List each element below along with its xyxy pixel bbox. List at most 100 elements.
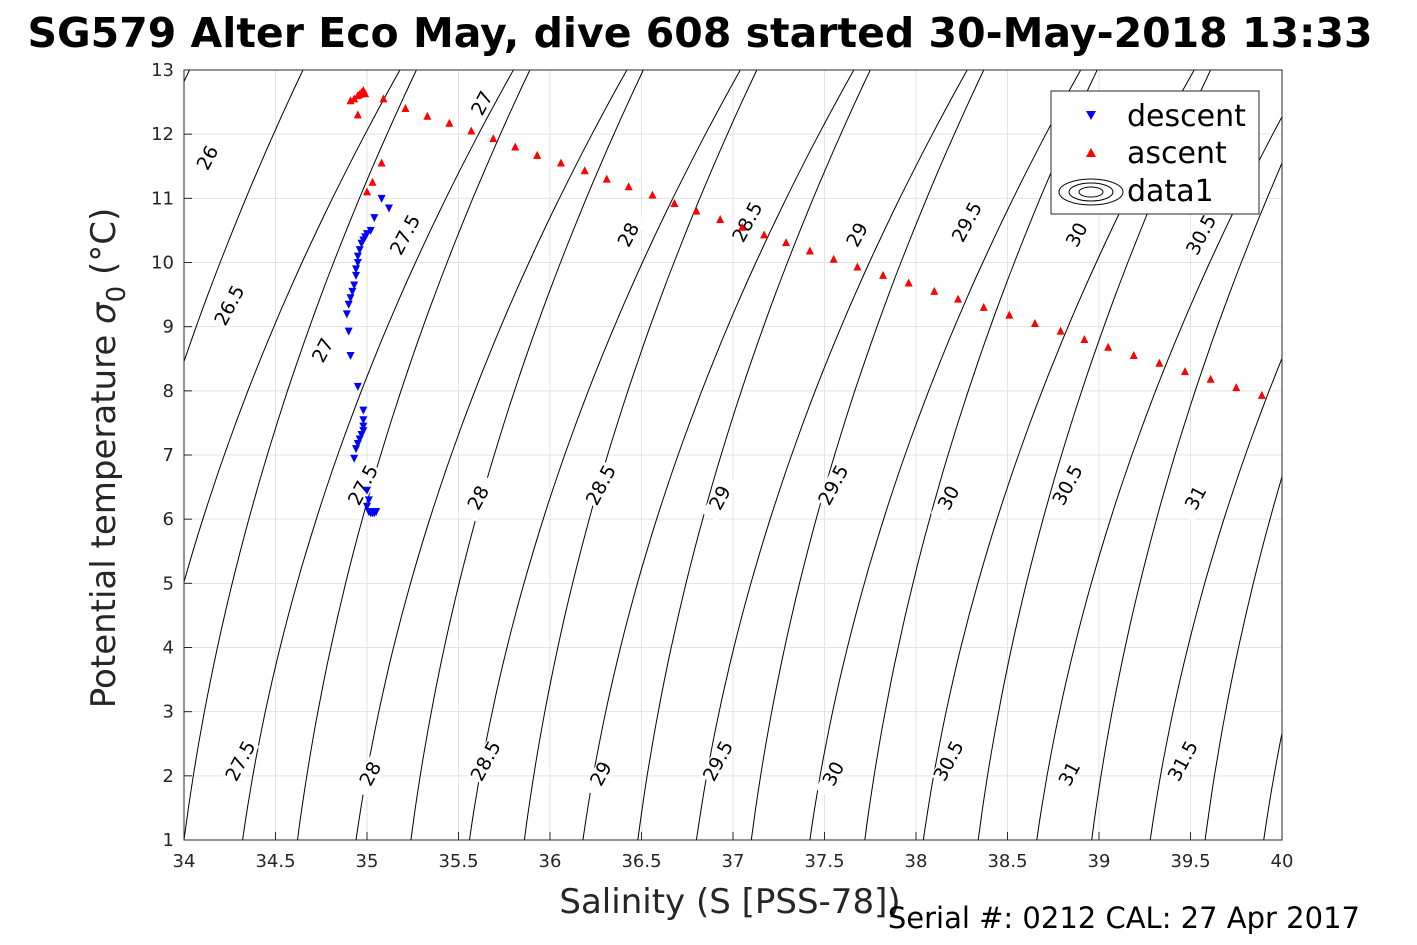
- y-tick-label: 5: [163, 573, 174, 594]
- descent-marker: [355, 435, 364, 444]
- descent-marker: [364, 496, 373, 505]
- y-tick-label: 9: [163, 317, 174, 338]
- legend-box: [1050, 90, 1260, 215]
- data-series: [342, 86, 1266, 518]
- isopycnal-line: [297, 70, 531, 840]
- contour-label-bg: [702, 474, 739, 522]
- density-contours: [184, 70, 1417, 840]
- descent-marker: [342, 310, 351, 319]
- contour-label-bg: [387, 211, 424, 259]
- ascent-marker: [624, 182, 633, 191]
- descent-marker: [370, 214, 379, 223]
- ascent-marker: [979, 302, 988, 311]
- isopycnal-line: [1319, 70, 1417, 840]
- descent-marker: [359, 416, 368, 425]
- contour-label-bg: [1165, 737, 1202, 785]
- ascent-marker: [377, 158, 386, 167]
- x-tick-label: 40: [1271, 851, 1294, 872]
- contour-label-bg: [815, 750, 853, 798]
- legend-label-data1: data1: [1127, 174, 1214, 209]
- x-tick-label: 36: [539, 851, 562, 872]
- x-tick-label: 35.5: [438, 851, 478, 872]
- isopycnal-line: [184, 70, 417, 840]
- isopycnal-line: [637, 70, 871, 840]
- x-tick-label: 39: [1088, 851, 1111, 872]
- descent-marker: [357, 430, 366, 439]
- x-tick-label: 35: [356, 851, 379, 872]
- isopycnal-line: [1204, 474, 1282, 840]
- descent-marker: [357, 239, 366, 248]
- ascent-marker: [1206, 374, 1215, 383]
- descent-marker: [352, 271, 361, 280]
- contour-label-bg: [1183, 211, 1220, 259]
- isopycnal-line: [355, 70, 628, 840]
- descent-marker: [344, 300, 353, 309]
- x-tick-label: 37: [722, 851, 745, 872]
- y-tick-label: 1: [163, 830, 174, 851]
- contour-label-bg: [467, 737, 505, 785]
- ascent-marker: [368, 177, 377, 186]
- contour-label-bg: [460, 474, 498, 522]
- contour-label-bg: [949, 198, 986, 246]
- descent-marker: [353, 259, 362, 267]
- descent-marker: [377, 194, 386, 203]
- y-tick-label: 10: [151, 253, 174, 274]
- ascent-marker: [760, 230, 769, 239]
- isopycnal-line: [1263, 730, 1282, 840]
- descent-marker: [353, 252, 362, 261]
- ascent-marker: [1181, 367, 1190, 376]
- isopycnal-line: [582, 70, 855, 840]
- legend-ascent-marker: [1086, 148, 1096, 157]
- descent-marker: [352, 445, 361, 454]
- descent-marker: [352, 265, 361, 274]
- ascent-marker: [489, 134, 498, 143]
- contour-label-bg: [222, 737, 260, 785]
- isopycnal-line: [523, 70, 758, 840]
- ascent-marker: [556, 158, 565, 167]
- x-axis-ticks: 34 34.5 35 35.5 36 36.5 37 37.5 38 38.5 39 39.5 40: [173, 832, 1294, 872]
- ascent-marker: [930, 286, 939, 295]
- contour-label-bg: [304, 326, 342, 375]
- ascent-marker: [423, 111, 432, 120]
- isopycnal-line: [184, 70, 401, 584]
- contour-label: 28.5: [728, 198, 767, 246]
- y-tick-label: 8: [163, 381, 174, 402]
- y-tick-label: 6: [163, 509, 174, 530]
- contour-label-bg: [700, 737, 737, 785]
- contour-label: 29: [702, 474, 739, 522]
- contour-label-bg: [583, 461, 620, 509]
- descent-marker: [384, 204, 393, 213]
- contour-label-bg: [1049, 461, 1087, 509]
- ascent-marker: [363, 187, 371, 196]
- contour-label-bg: [839, 211, 876, 259]
- isopycnal-line: [242, 70, 514, 840]
- contour-label-bg: [352, 750, 390, 798]
- legend-descent-marker: [1086, 111, 1096, 120]
- ascent-marker: [954, 294, 963, 303]
- contour-label-bg: [930, 737, 968, 785]
- y-tick-label: 12: [151, 124, 174, 145]
- ascent-marker: [1080, 335, 1089, 343]
- ascent-marker: [829, 254, 838, 263]
- isopycnal-line: [1149, 356, 1282, 840]
- descent-marker: [350, 281, 359, 290]
- contour-label-bg: [464, 79, 501, 128]
- contour-label-bg: [583, 750, 620, 798]
- ascent-marker: [648, 190, 657, 199]
- x-tick-label: 36.5: [621, 851, 661, 872]
- isopycnal-line: [469, 70, 741, 840]
- descent-marker: [355, 246, 364, 255]
- chart-title: SG579 Alter Eco May, dive 608 started 30…: [28, 9, 1373, 57]
- y-tick-label: 11: [151, 188, 174, 209]
- ascent-marker: [350, 94, 359, 103]
- ascent-marker: [511, 142, 520, 151]
- descent-marker: [363, 486, 371, 495]
- descent-marker: [366, 226, 375, 235]
- descent-marker: [359, 406, 368, 415]
- x-tick-label: 34: [173, 851, 196, 872]
- contour-label: 28: [610, 211, 648, 259]
- ascent-marker: [602, 174, 611, 183]
- ascent-marker: [353, 110, 362, 119]
- ascent-marker: [361, 89, 370, 98]
